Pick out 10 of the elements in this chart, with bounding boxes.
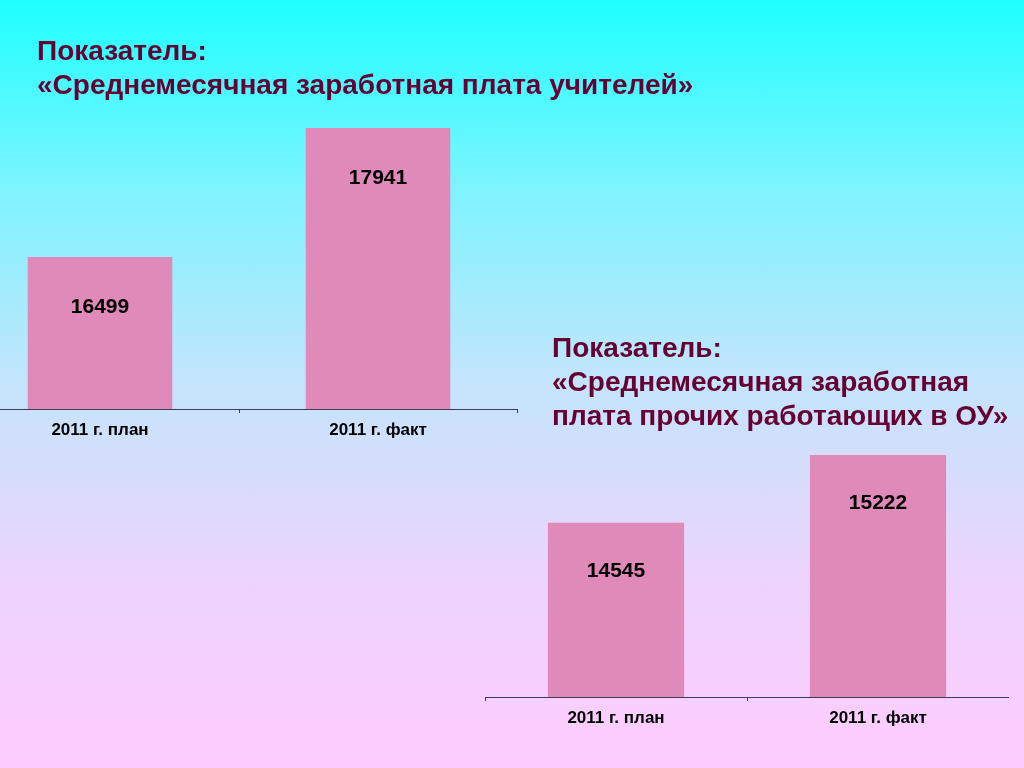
x-tick-label: 2011 г. факт xyxy=(329,420,427,439)
data-label: 14545 xyxy=(586,557,646,581)
x-tick-label: 2011 г. факт xyxy=(829,708,927,727)
data-label: 16499 xyxy=(70,294,130,317)
data-label: 17941 xyxy=(348,165,408,188)
x-tick-label: 2011 г. план xyxy=(567,708,665,727)
chart-title: Показатель: «Среднемесячная заработная плата учителей» xyxy=(37,34,694,100)
chart-title: Показатель: «Среднемесячная заработная плата прочих работающих в ОУ» xyxy=(552,331,1009,431)
x-tick-label: 2011 г. план xyxy=(51,420,149,439)
data-label: 15222 xyxy=(848,490,908,513)
